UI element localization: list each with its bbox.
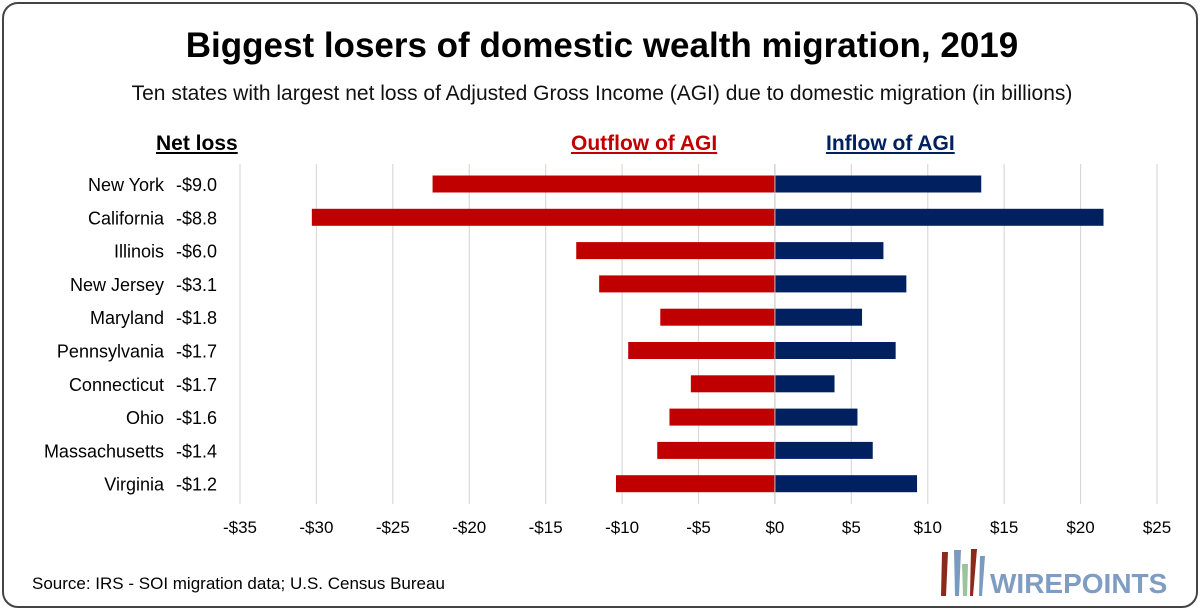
svg-text:WIREPOINTS: WIREPOINTS (990, 568, 1167, 599)
category-label: Maryland (90, 308, 164, 328)
net-loss-label: -$8.8 (176, 208, 217, 228)
category-label: Massachusetts (44, 441, 164, 461)
wirepoints-logo: WIREPOINTS (941, 549, 1167, 599)
bar-outflow (628, 342, 775, 359)
category-label: Connecticut (69, 375, 164, 395)
x-tick-label: -$15 (529, 518, 563, 537)
x-tick-label: $20 (1066, 518, 1094, 537)
bar-outflow (690, 375, 775, 393)
bar-outflow (660, 308, 775, 326)
net-loss-header: Net loss (156, 132, 238, 155)
bar-outflow (576, 242, 775, 260)
bar-outflow (599, 275, 775, 293)
net-loss-label: -$1.7 (176, 342, 217, 362)
x-tick-label: $0 (765, 518, 784, 537)
bar-inflow (774, 242, 884, 260)
x-tick-label: -$10 (605, 518, 639, 537)
bar-inflow (774, 342, 896, 359)
x-tick-label: -$25 (376, 518, 410, 537)
net-loss-label: -$6.0 (176, 242, 217, 262)
net-loss-label: -$1.7 (176, 375, 217, 395)
bar-outflow (615, 475, 775, 493)
outflow-header: Outflow of AGI (571, 132, 718, 155)
x-tick-label: $10 (914, 518, 942, 537)
x-tick-label: -$30 (299, 518, 333, 537)
net-loss-label: -$1.2 (176, 475, 217, 495)
x-tick-label: -$35 (223, 518, 257, 537)
bar-inflow (774, 441, 873, 459)
net-loss-label: -$1.4 (176, 441, 217, 461)
chart-svg: -$35 -$30 -$25 -$20 -$15 -$10 -$5 $0 $5 $10 $15 $20… (44, 164, 1171, 599)
category-label: Pennsylvania (57, 342, 165, 362)
category-label: Illinois (114, 242, 164, 262)
category-label: New York (88, 175, 165, 195)
net-loss-label: -$1.8 (176, 308, 217, 328)
bar-inflow (774, 375, 835, 393)
bar-outflow (432, 175, 775, 193)
bar-inflow (774, 208, 1104, 226)
category-label: Ohio (126, 408, 164, 428)
category-label: California (88, 208, 165, 228)
bar-outflow (311, 208, 775, 226)
net-loss-label: -$1.6 (176, 408, 217, 428)
category-label: New Jersey (70, 275, 164, 295)
net-loss-label: -$9.0 (176, 175, 217, 195)
x-tick-label: $25 (1143, 518, 1171, 537)
inflow-header: Inflow of AGI (826, 132, 955, 155)
source-note: Source: IRS - SOI migration data; U.S. C… (32, 574, 445, 593)
bar-outflow (657, 441, 775, 459)
x-tick-label: $15 (990, 518, 1018, 537)
x-tick-label: -$5 (686, 518, 711, 537)
bar-inflow (774, 408, 858, 426)
bar-inflow (774, 275, 907, 293)
net-loss-label: -$3.1 (176, 275, 217, 295)
chart-subtitle: Ten states with largest net loss of Adju… (131, 82, 1073, 105)
bar-inflow (774, 475, 918, 493)
bar-inflow (774, 175, 982, 193)
chart-title: Biggest losers of domestic wealth migrat… (185, 26, 1019, 65)
x-tick-label: $5 (842, 518, 861, 537)
category-label: Virginia (104, 475, 165, 495)
x-tick-label: -$20 (452, 518, 486, 537)
bar-outflow (669, 408, 775, 426)
bar-inflow (774, 308, 863, 326)
